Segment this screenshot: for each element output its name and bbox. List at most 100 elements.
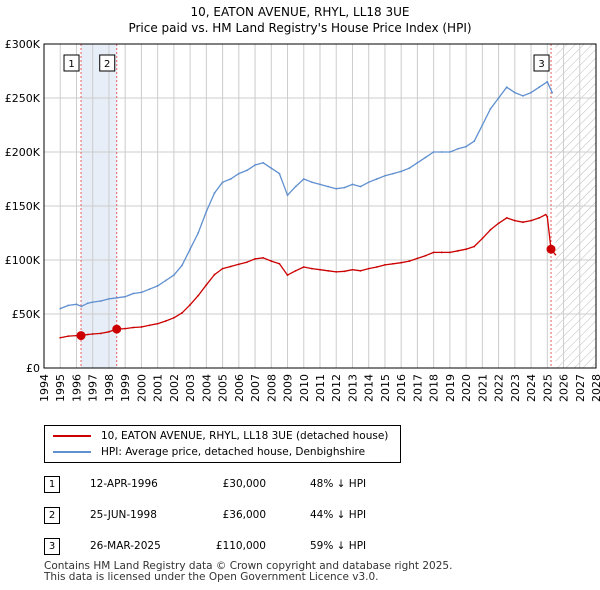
property-data-point (189, 303, 192, 306)
y-tick-label: £0 (26, 362, 40, 375)
legend-label-hpi: HPI: Average price, detached house, Denb… (101, 446, 366, 458)
x-tick-label: 2002 (168, 374, 181, 402)
sale-price: £110,000 (215, 540, 266, 552)
sale-price: £36,000 (222, 509, 266, 521)
property-data-point (351, 268, 354, 271)
hpi-data-point (148, 288, 151, 291)
x-tick-label: 2004 (200, 374, 213, 402)
x-tick-label: 2006 (233, 374, 246, 402)
legend-item-hpi: HPI: Average price, detached house, Denb… (53, 445, 365, 459)
hpi-data-point (172, 274, 175, 277)
property-data-point (497, 222, 500, 225)
hpi-data-point (302, 178, 305, 180)
hpi-data-point (91, 301, 94, 304)
hpi-data-point (189, 248, 192, 251)
y-tick-label: £150K (5, 200, 41, 213)
chart-title: 10, EATON AVENUE, RHYL, LL18 3UE Price p… (0, 4, 600, 36)
property-data-point (416, 257, 419, 260)
x-tick-label: 1998 (103, 374, 116, 402)
property-data-point (67, 335, 70, 338)
hpi-data-point (408, 167, 411, 170)
property-data-point (221, 267, 224, 270)
property-data-point (424, 254, 427, 257)
hpi-data-point (116, 296, 118, 299)
hpi-data-point (319, 183, 321, 186)
property-data-point (554, 253, 557, 256)
property-data-point (489, 228, 492, 231)
x-tick-label: 2022 (493, 374, 506, 402)
y-tick-label: £100K (5, 254, 41, 267)
hpi-data-point (375, 178, 378, 180)
hpi-data-point (448, 151, 451, 153)
hpi-data-point (205, 210, 208, 213)
property-data-point (367, 267, 370, 270)
hpi-data-point (294, 185, 297, 188)
x-tick-label: 2011 (314, 374, 327, 402)
hpi-data-point (457, 147, 459, 150)
property-data-point (197, 294, 200, 297)
x-tick-label: 2014 (363, 374, 376, 402)
hpi-data-point (59, 307, 62, 310)
property-data-point (246, 261, 248, 264)
hpi-data-point (465, 145, 468, 148)
hpi-data-point (530, 91, 532, 94)
hpi-data-point (132, 292, 135, 295)
sale-hpi-diff: 59% ↓ HPI (310, 540, 367, 552)
hpi-data-point (237, 172, 240, 175)
property-data-point (359, 269, 362, 272)
x-tick-label: 2026 (558, 374, 571, 402)
hpi-data-point (440, 151, 443, 153)
hpi-data-point (229, 178, 232, 180)
x-tick-label: 2009 (282, 374, 295, 402)
sale-2-marker (112, 324, 122, 334)
sale-date: 25-JUN-1998 (90, 509, 157, 521)
footer-licence: This data is licensed under the Open Gov… (44, 571, 379, 583)
x-tick-label: 2001 (152, 374, 165, 402)
property-data-point (286, 274, 289, 277)
hpi-data-point (367, 181, 370, 184)
hpi-data-point (400, 170, 403, 173)
x-tick-label: 2008 (265, 374, 278, 402)
x-tick-label: 2025 (541, 374, 554, 402)
x-tick-label: 2005 (217, 374, 230, 402)
footer-copyright: Contains HM Land Registry data © Crown c… (44, 560, 453, 572)
property-data-point (310, 267, 313, 270)
sale-1-marker (76, 331, 86, 341)
property-data-point (473, 245, 476, 248)
sale-number-badge: 3 (44, 538, 60, 555)
hpi-data-point (392, 172, 394, 175)
property-data-point (544, 213, 547, 216)
sale-row: 3 26-MAR-2025 £110,000 59% ↓ HPI (44, 538, 404, 556)
property-data-point (319, 268, 321, 271)
sale-price: £30,000 (222, 478, 266, 490)
property-data-point (254, 258, 256, 260)
sale-number-badge: 1 (44, 476, 60, 493)
x-tick-label: 1997 (87, 374, 100, 402)
property-data-point (237, 263, 240, 266)
x-tick-label: 1995 (54, 374, 67, 402)
hpi-data-point (497, 97, 500, 99)
hpi-data-point (221, 181, 224, 184)
sale-row: 2 25-JUN-1998 £36,000 44% ↓ HPI (44, 507, 404, 525)
property-data-point (440, 251, 443, 254)
property-data-point (148, 324, 151, 327)
y-tick-label: £200K (5, 146, 41, 159)
x-tick-label: 2007 (249, 374, 262, 402)
property-data-point (335, 270, 338, 273)
sale-1-badge-label: 1 (68, 59, 74, 70)
sale-date: 12-APR-1996 (90, 478, 158, 490)
hpi-data-point (359, 185, 362, 188)
property-data-point (457, 249, 459, 252)
x-tick-label: 1999 (119, 374, 132, 402)
hpi-data-point (197, 232, 200, 234)
property-data-point (59, 336, 62, 339)
x-tick-label: 2000 (135, 374, 148, 402)
legend: 10, EATON AVENUE, RHYL, LL18 3UE (detach… (44, 425, 401, 463)
property-data-point (278, 262, 281, 265)
y-tick-label: £250K (5, 92, 41, 105)
hpi-data-point (254, 164, 256, 166)
hpi-data-point (310, 181, 313, 184)
property-data-point (262, 256, 265, 259)
title-line-1: 10, EATON AVENUE, RHYL, LL18 3UE (190, 5, 410, 19)
property-data-point (205, 283, 208, 286)
